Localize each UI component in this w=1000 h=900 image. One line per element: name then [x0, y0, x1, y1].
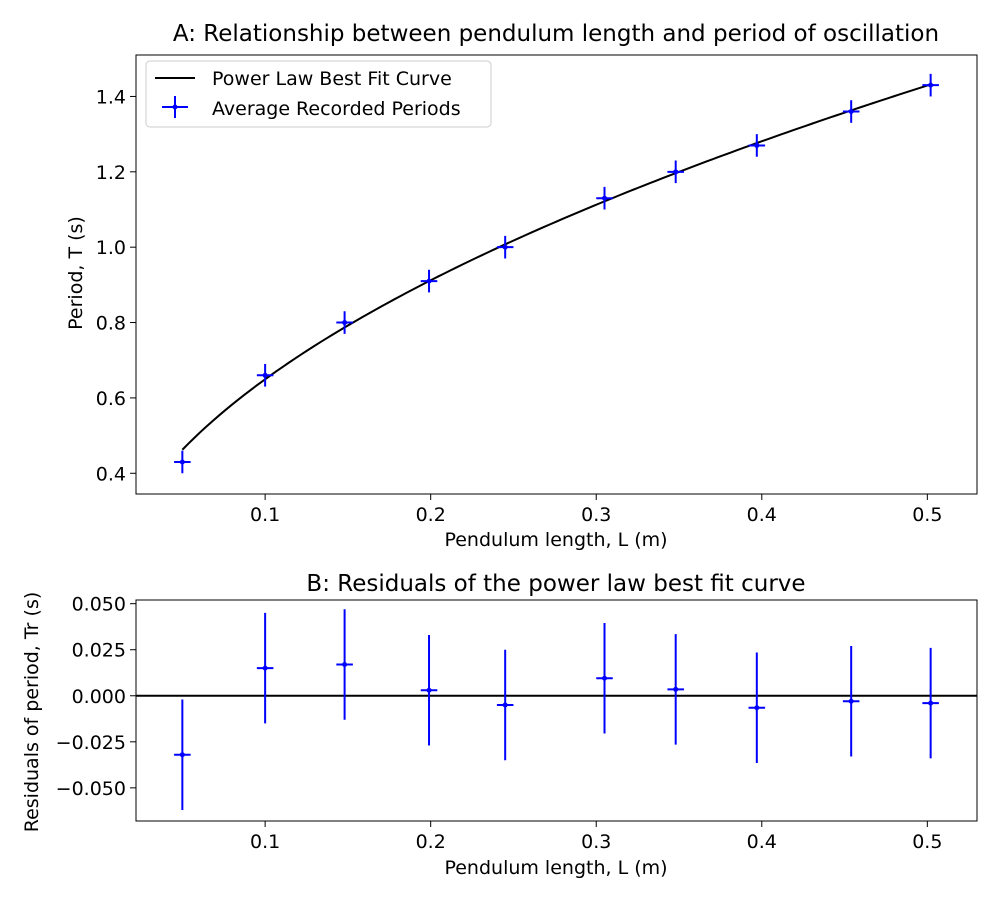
chart-b-ticks: 0.1 0.2 0.3 0.4 0.5 0.050 0.025 0.000 −0.025 −0.0…	[56, 594, 943, 853]
chart-a-marker	[179, 459, 185, 465]
chart-a-marker	[928, 82, 934, 88]
chart-b-y-tick-label: 0.000	[72, 686, 126, 708]
chart-b-y-tick-label: 0.050	[72, 594, 126, 616]
chart-a-data-point	[596, 186, 613, 210]
chart-b-data-point	[496, 649, 514, 761]
chart-b-data-point	[596, 623, 613, 734]
chart-b-plot-area	[136, 609, 977, 810]
chart-b-axes-frame	[135, 599, 978, 822]
chart-a-x-tick-label: 0.3	[581, 504, 611, 526]
chart-b-marker	[342, 661, 348, 667]
chart-a-x-tick-label: 0.1	[250, 504, 280, 526]
chart-b-x-tick-label: 0.1	[250, 831, 280, 853]
legend-label-fit: Power Law Best Fit Curve	[212, 68, 452, 90]
chart-b-y-axis-label: Residuals of period, Tr (s)	[21, 592, 43, 833]
legend-point-swatch	[172, 104, 178, 110]
chart-b-x-tick-label: 0.5	[912, 831, 942, 853]
chart-b-y-tick-label: 0.025	[72, 640, 126, 662]
chart-b-marker	[179, 752, 185, 758]
chart-b-y-tick-label: −0.050	[56, 778, 126, 800]
chart-a-marker	[262, 372, 268, 378]
chart-a-title: A: Relationship between pendulum length …	[173, 21, 939, 47]
chart-a-y-tick-label: 0.6	[96, 388, 126, 410]
chart-a: A: Relationship between pendulum length …	[65, 21, 978, 551]
chart-a-y-tick-label: 1.0	[96, 237, 126, 259]
chart-a-y-axis-label: Period, T (s)	[65, 216, 87, 330]
chart-a-data-point	[174, 450, 191, 474]
chart-b-y-tick-label: −0.025	[56, 732, 126, 754]
chart-a-marker	[848, 109, 854, 115]
chart-a-marker	[342, 320, 348, 326]
chart-b-data-point	[748, 652, 766, 763]
chart-b-x-tick-label: 0.3	[581, 831, 611, 853]
chart-a-marker	[502, 244, 508, 250]
chart-b-marker	[262, 665, 268, 671]
chart-a-marker	[754, 142, 760, 148]
chart-a-data-point	[842, 100, 860, 123]
chart-a-x-tick-label: 0.5	[912, 504, 942, 526]
chart-b-data-point	[256, 612, 274, 724]
chart-b-marker	[928, 700, 934, 706]
chart-b-marker	[502, 702, 508, 708]
chart-a-y-tick-label: 1.4	[96, 86, 126, 108]
chart-a-data-point	[496, 235, 514, 259]
chart-a-data-point	[256, 363, 274, 387]
chart-a-data-point	[336, 311, 353, 334]
chart-a-x-axis-label: Pendulum length, L (m)	[444, 529, 667, 551]
chart-a-x-tick-label: 0.2	[416, 504, 446, 526]
chart-b-marker	[848, 698, 854, 704]
chart-a-data-point	[748, 134, 766, 157]
chart-a-marker	[673, 169, 679, 175]
chart-a-data-point	[667, 160, 684, 184]
chart-a-fit-curve	[181, 83, 931, 451]
chart-a-marker	[426, 278, 432, 284]
legend-box	[145, 60, 492, 128]
chart-b-marker	[426, 687, 432, 693]
chart-b-data-point	[336, 609, 353, 720]
chart-b-data-point	[667, 634, 684, 745]
chart-b: B: Residuals of the power law best fit c…	[21, 571, 978, 879]
chart-b-x-tick-label: 0.4	[747, 831, 777, 853]
chart-b-marker	[602, 675, 608, 681]
chart-b-x-tick-label: 0.2	[416, 831, 446, 853]
chart-a-data-point	[922, 73, 939, 97]
chart-a-legend: Power Law Best Fit Curve Average Recorde…	[145, 60, 492, 128]
chart-a-x-tick-label: 0.4	[747, 504, 777, 526]
chart-a-y-tick-label: 0.8	[96, 313, 126, 335]
chart-b-data-point	[842, 646, 860, 757]
chart-a-data-point	[420, 269, 438, 293]
chart-a-axes-frame	[135, 54, 978, 495]
chart-a-ticks: 0.1 0.2 0.3 0.4 0.5 0.4 0.6 0.8 1.0 1.2 1.4	[96, 86, 943, 526]
chart-b-title: B: Residuals of the power law best fit c…	[306, 571, 805, 597]
legend-label-data: Average Recorded Periods	[212, 98, 461, 120]
chart-b-marker	[673, 686, 679, 692]
chart-b-data-point	[174, 699, 191, 810]
chart-a-y-tick-label: 0.4	[96, 463, 126, 485]
chart-a-marker	[602, 195, 608, 201]
chart-b-marker	[754, 705, 760, 711]
chart-a-y-tick-label: 1.2	[96, 162, 126, 184]
chart-a-plot-area	[174, 73, 939, 474]
chart-b-x-axis-label: Pendulum length, L (m)	[444, 857, 667, 879]
chart-b-data-point	[922, 647, 939, 759]
chart-b-data-point	[420, 634, 438, 746]
